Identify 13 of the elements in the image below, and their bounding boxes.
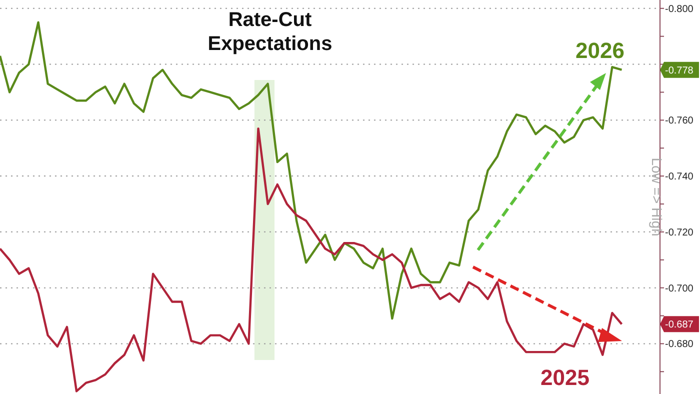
series-label: 2026 [576,38,624,63]
y-axis-title: Low => High [649,158,665,236]
y-tick-label: -0.680 [665,339,694,350]
y-tick-label: -0.700 [665,283,694,294]
y-tick-label: -0.720 [665,227,694,238]
series-label: 2025 [540,365,590,390]
y-tick-label: -0.760 [665,116,694,127]
annotation: -0.778 [665,65,694,76]
line-series [0,127,623,392]
annotation: -0.687 [665,320,694,331]
text: Rate-Cut Expectations [208,9,332,55]
y-tick-label: -0.740 [665,172,694,183]
y-tick-label: -0.800 [665,4,694,15]
